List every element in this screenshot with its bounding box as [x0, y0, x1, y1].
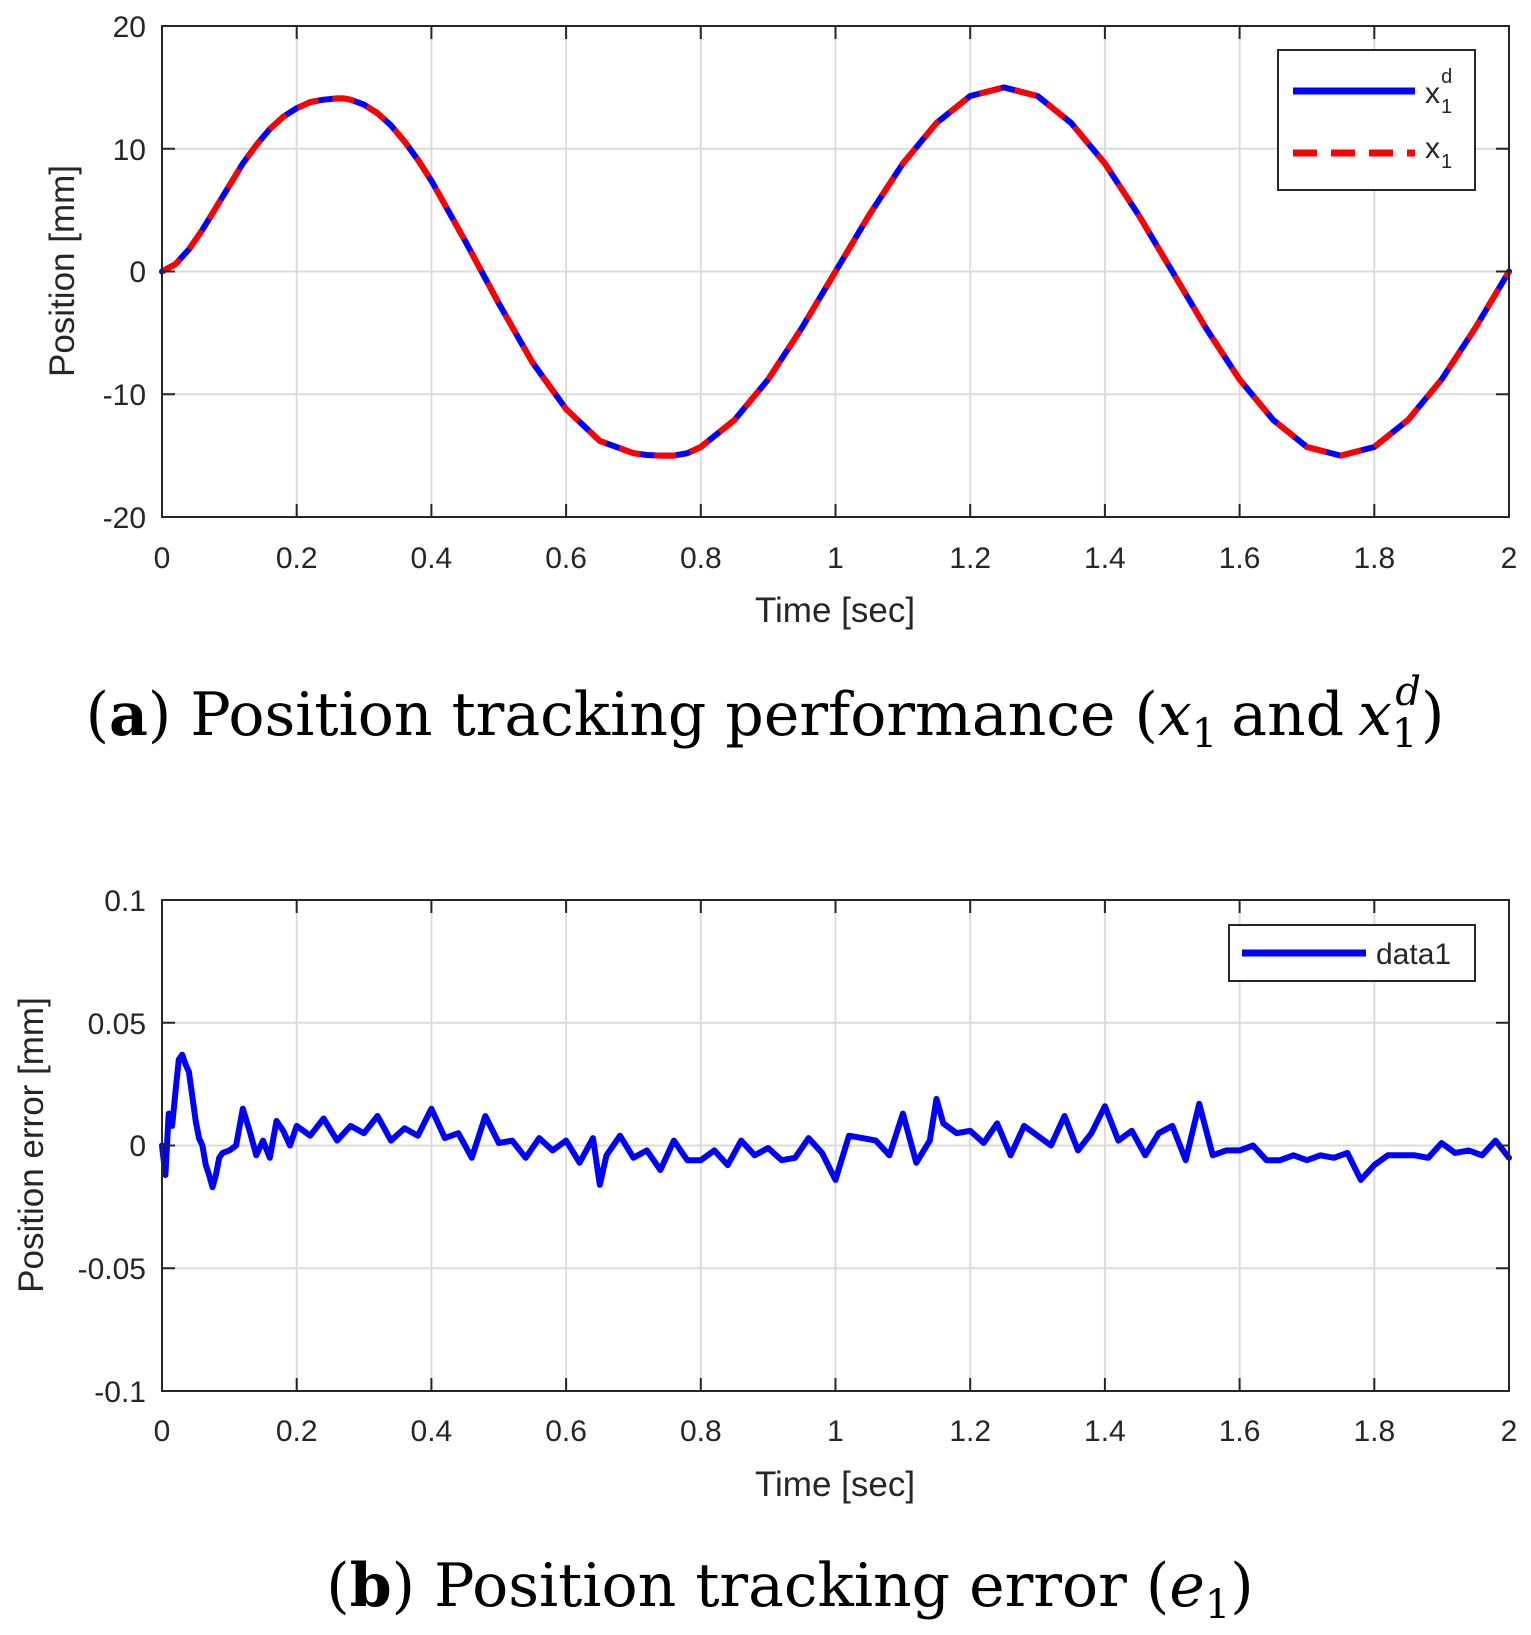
x-tick-label: 0 [154, 1415, 171, 1448]
caption-paren-open: ( [1115, 680, 1157, 750]
caption-b: (b) Position tracking error (e1) [326, 1551, 1253, 1628]
x-tick-label: 0.8 [680, 1415, 722, 1448]
panel-b-y-tick-labels: 0.1 0.05 0 -0.05 -0.1 [78, 885, 146, 1409]
legend-label-base: x [1425, 77, 1440, 110]
x-tick-label: 1.4 [1084, 1415, 1126, 1448]
caption-paren-close: ) [1230, 1551, 1253, 1621]
legend-box [1277, 49, 1476, 191]
panel-b-y-axis-label: Position error [mm] [12, 997, 51, 1293]
series-line-data1 [159, 1051, 1512, 1191]
legend-label-actual: x1 [1425, 132, 1452, 173]
panel-b-x-tick-labels: 0 0.2 0.4 0.6 0.8 1 1.2 1.4 1.6 1.8 2 [154, 1415, 1518, 1448]
caption-paren-close: ) [148, 680, 190, 750]
caption-paren-open: ( [326, 1551, 349, 1621]
y-tick-label: -0.05 [78, 1253, 146, 1286]
x-tick-label: 0.8 [680, 542, 722, 575]
x-tick-label: 0.6 [545, 1415, 587, 1448]
x-tick-label: 0 [154, 542, 171, 575]
panel-a-x-axis-label: Time [sec] [755, 591, 915, 630]
caption-math-var: e [1169, 1551, 1205, 1621]
y-tick-label: 20 [113, 11, 146, 44]
caption-math-sub: 1 [1205, 1582, 1230, 1628]
x-tick-label: 1.2 [949, 542, 991, 575]
x-tick-label: 0.2 [276, 1415, 318, 1448]
series-line-x-1-d [159, 84, 1512, 459]
legend-label-sub: 1 [1441, 151, 1452, 173]
x-tick-label: 1.8 [1353, 542, 1395, 575]
panel-b-x-axis-label: Time [sec] [755, 1465, 915, 1504]
caption-paren-open: ( [1127, 1551, 1169, 1621]
panel-a-tick-marks [161, 25, 1510, 518]
x-tick-label: 0.4 [411, 1415, 453, 1448]
caption-paren-close: ) [1421, 680, 1444, 750]
panel-a-series [159, 84, 1512, 459]
panel-a-x-tick-labels: 0 0.2 0.4 0.6 0.8 1 1.2 1.4 1.6 1.8 2 [154, 542, 1518, 575]
x-tick-label: 2 [1501, 1415, 1518, 1448]
x-tick-label: 1.8 [1353, 1415, 1395, 1448]
panel-a-y-axis-label: Position [mm] [43, 165, 82, 377]
y-tick-label: -0.1 [94, 1376, 146, 1409]
legend-label-sup: d [1441, 66, 1452, 88]
caption-math-sub: 1 [1192, 711, 1217, 757]
panel-a-legend: x1d x1 [1277, 49, 1476, 191]
legend-label-desired: x1 d [1425, 66, 1452, 118]
caption-text: Position tracking performance [190, 680, 1115, 750]
panel-b-tick-marks [161, 899, 1510, 1392]
y-tick-label: 0.1 [104, 885, 146, 918]
y-tick-label: 0.05 [88, 1008, 146, 1041]
caption-letter: b [350, 1551, 392, 1621]
x-tick-label: 1.6 [1219, 542, 1261, 575]
y-tick-label: 10 [113, 134, 146, 167]
panel-a: 0 0.2 0.4 0.6 0.8 1 1.2 1.4 1.6 1.8 2 20… [43, 11, 1517, 630]
panel-b: 0 0.2 0.4 0.6 0.8 1 1.2 1.4 1.6 1.8 2 0.… [12, 885, 1517, 1504]
caption-letter: a [109, 680, 148, 750]
legend-label-sub: 1 [1441, 96, 1452, 118]
x-tick-label: 1 [827, 542, 844, 575]
x-tick-label: 2 [1501, 542, 1518, 575]
legend-label-data1: data1 [1376, 938, 1451, 971]
caption-math-var: x [1358, 680, 1392, 750]
x-tick-label: 1.6 [1219, 1415, 1261, 1448]
x-tick-label: 0.6 [545, 542, 587, 575]
y-tick-label: 0 [129, 256, 146, 289]
x-tick-label: 1.2 [949, 1415, 991, 1448]
caption-paren-close: ) [392, 1551, 434, 1621]
caption-math-var: x [1158, 680, 1192, 750]
caption-math-sub: 1 [1392, 711, 1417, 757]
panel-a-y-tick-labels: 20 10 0 -10 -20 [103, 11, 146, 535]
caption-text: Position tracking error [434, 1551, 1127, 1621]
x-tick-label: 1.4 [1084, 542, 1126, 575]
panel-b-series [159, 1051, 1512, 1191]
legend-label-base: x [1425, 132, 1440, 165]
y-tick-label: 0 [129, 1130, 146, 1163]
caption-paren-open: ( [86, 680, 109, 750]
x-tick-label: 1 [827, 1415, 844, 1448]
x-tick-label: 0.4 [411, 542, 453, 575]
x-tick-label: 0.2 [276, 542, 318, 575]
caption-a: (a) Position tracking performance (x1 and… [86, 669, 1445, 757]
y-tick-label: -10 [103, 379, 146, 412]
caption-math-sup: d [1395, 669, 1421, 715]
y-tick-label: -20 [103, 502, 146, 535]
panel-b-legend: data1 [1228, 924, 1476, 982]
caption-and: and [1231, 680, 1344, 750]
